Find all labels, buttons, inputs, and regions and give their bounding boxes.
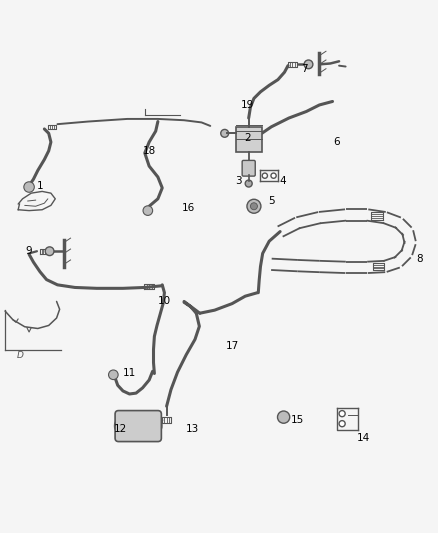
Circle shape — [245, 180, 252, 187]
Text: 8: 8 — [417, 254, 423, 264]
FancyBboxPatch shape — [115, 410, 161, 441]
Circle shape — [262, 173, 268, 179]
Text: 15: 15 — [291, 415, 304, 425]
Circle shape — [109, 370, 118, 379]
Text: 6: 6 — [334, 137, 340, 147]
Circle shape — [339, 421, 345, 427]
Circle shape — [45, 247, 54, 256]
Text: 5: 5 — [268, 196, 275, 206]
Text: 1: 1 — [37, 181, 43, 191]
Circle shape — [251, 203, 258, 210]
Circle shape — [24, 182, 34, 192]
FancyBboxPatch shape — [242, 160, 255, 176]
Circle shape — [247, 199, 261, 213]
Text: 17: 17 — [226, 341, 239, 351]
Circle shape — [304, 60, 313, 69]
Circle shape — [221, 130, 229, 138]
Text: D: D — [17, 351, 24, 360]
Circle shape — [143, 206, 152, 215]
Circle shape — [143, 416, 162, 435]
Text: 7: 7 — [301, 64, 307, 74]
Text: 4: 4 — [279, 176, 286, 187]
Text: 3: 3 — [235, 176, 242, 187]
Text: 16: 16 — [182, 203, 195, 213]
Text: 2: 2 — [244, 133, 251, 143]
Text: 18: 18 — [142, 146, 156, 156]
Text: 19: 19 — [241, 100, 254, 110]
Text: 10: 10 — [158, 296, 171, 305]
Text: 13: 13 — [186, 424, 199, 434]
Circle shape — [115, 416, 134, 435]
Text: 9: 9 — [26, 246, 32, 256]
Text: 12: 12 — [114, 424, 127, 434]
Circle shape — [278, 411, 290, 423]
Circle shape — [339, 410, 345, 417]
Text: 14: 14 — [357, 433, 370, 442]
Circle shape — [271, 173, 276, 179]
Circle shape — [120, 422, 129, 430]
FancyBboxPatch shape — [236, 127, 262, 152]
Text: 11: 11 — [123, 368, 136, 378]
Circle shape — [148, 422, 156, 430]
